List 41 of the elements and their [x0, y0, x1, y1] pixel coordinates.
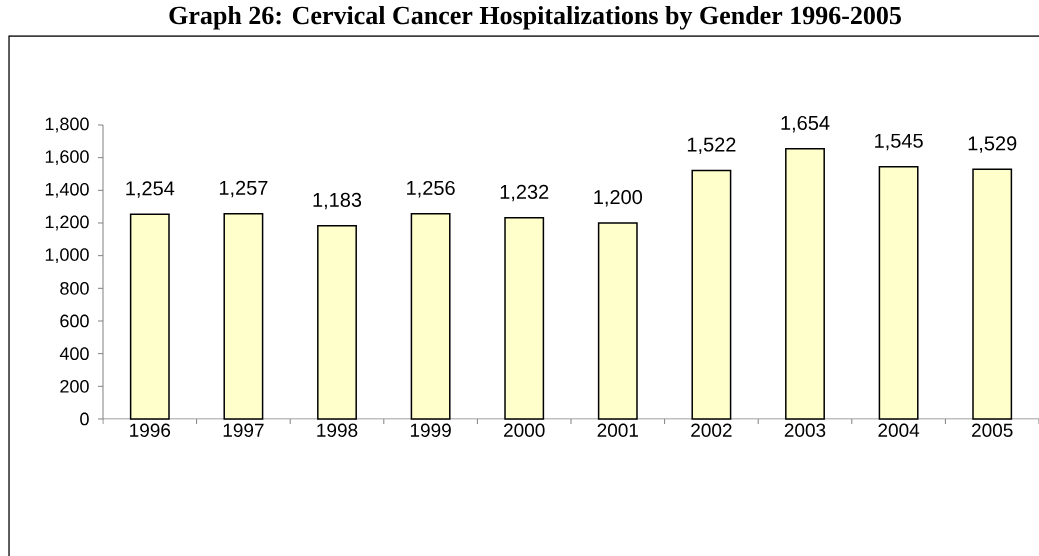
bar [972, 168, 1013, 420]
chart-title: Graph 26: Cervical Cancer Hospitalizations by Gender 1996-2005 [169, 5, 901, 30]
y-tick-label: 0 [80, 412, 89, 426]
x-tick-label: 1999 [410, 423, 451, 437]
data-label: 1,183 [313, 192, 362, 210]
y-tick-label: 1,800 [45, 117, 89, 133]
x-tick-label: 2001 [597, 423, 638, 437]
data-label: 1,254 [126, 181, 175, 198]
x-tick-label: 2003 [784, 423, 826, 437]
data-label: 1,522 [687, 137, 736, 154]
bar [317, 225, 357, 420]
bar [504, 217, 545, 420]
y-tick-label: 600 [60, 314, 89, 328]
x-tick-label: 2000 [504, 423, 545, 437]
x-tick-label: 1998 [317, 423, 358, 437]
data-label: 1,232 [500, 184, 549, 202]
bar [597, 222, 638, 420]
bar [129, 213, 170, 420]
y-tick-label: 400 [59, 347, 89, 361]
data-label: 1,257 [219, 180, 268, 198]
x-tick-label: 2004 [878, 423, 920, 437]
y-tick-label: 800 [60, 281, 89, 295]
bar [878, 165, 919, 420]
data-label: 1,256 [407, 180, 455, 198]
x-tick-label: 1997 [223, 423, 264, 437]
data-label: 1,529 [968, 136, 1017, 153]
bar [223, 212, 264, 420]
x-tick-label: 2002 [691, 423, 732, 437]
data-label: 1,200 [594, 190, 643, 207]
x-tick-label: 1996 [130, 423, 171, 437]
y-tick-label: 1,600 [45, 150, 89, 166]
y-tick-label: 200 [60, 379, 89, 393]
data-label: 1,545 [875, 133, 923, 151]
data-label: 1,654 [781, 115, 830, 133]
bar [691, 169, 732, 420]
y-tick-label: 1,200 [45, 215, 89, 231]
bar [410, 213, 451, 420]
y-tick-label: 1,400 [45, 182, 89, 198]
bar [785, 148, 825, 420]
y-tick-label: 1,000 [45, 248, 89, 264]
x-tick-label: 2005 [972, 423, 1013, 437]
